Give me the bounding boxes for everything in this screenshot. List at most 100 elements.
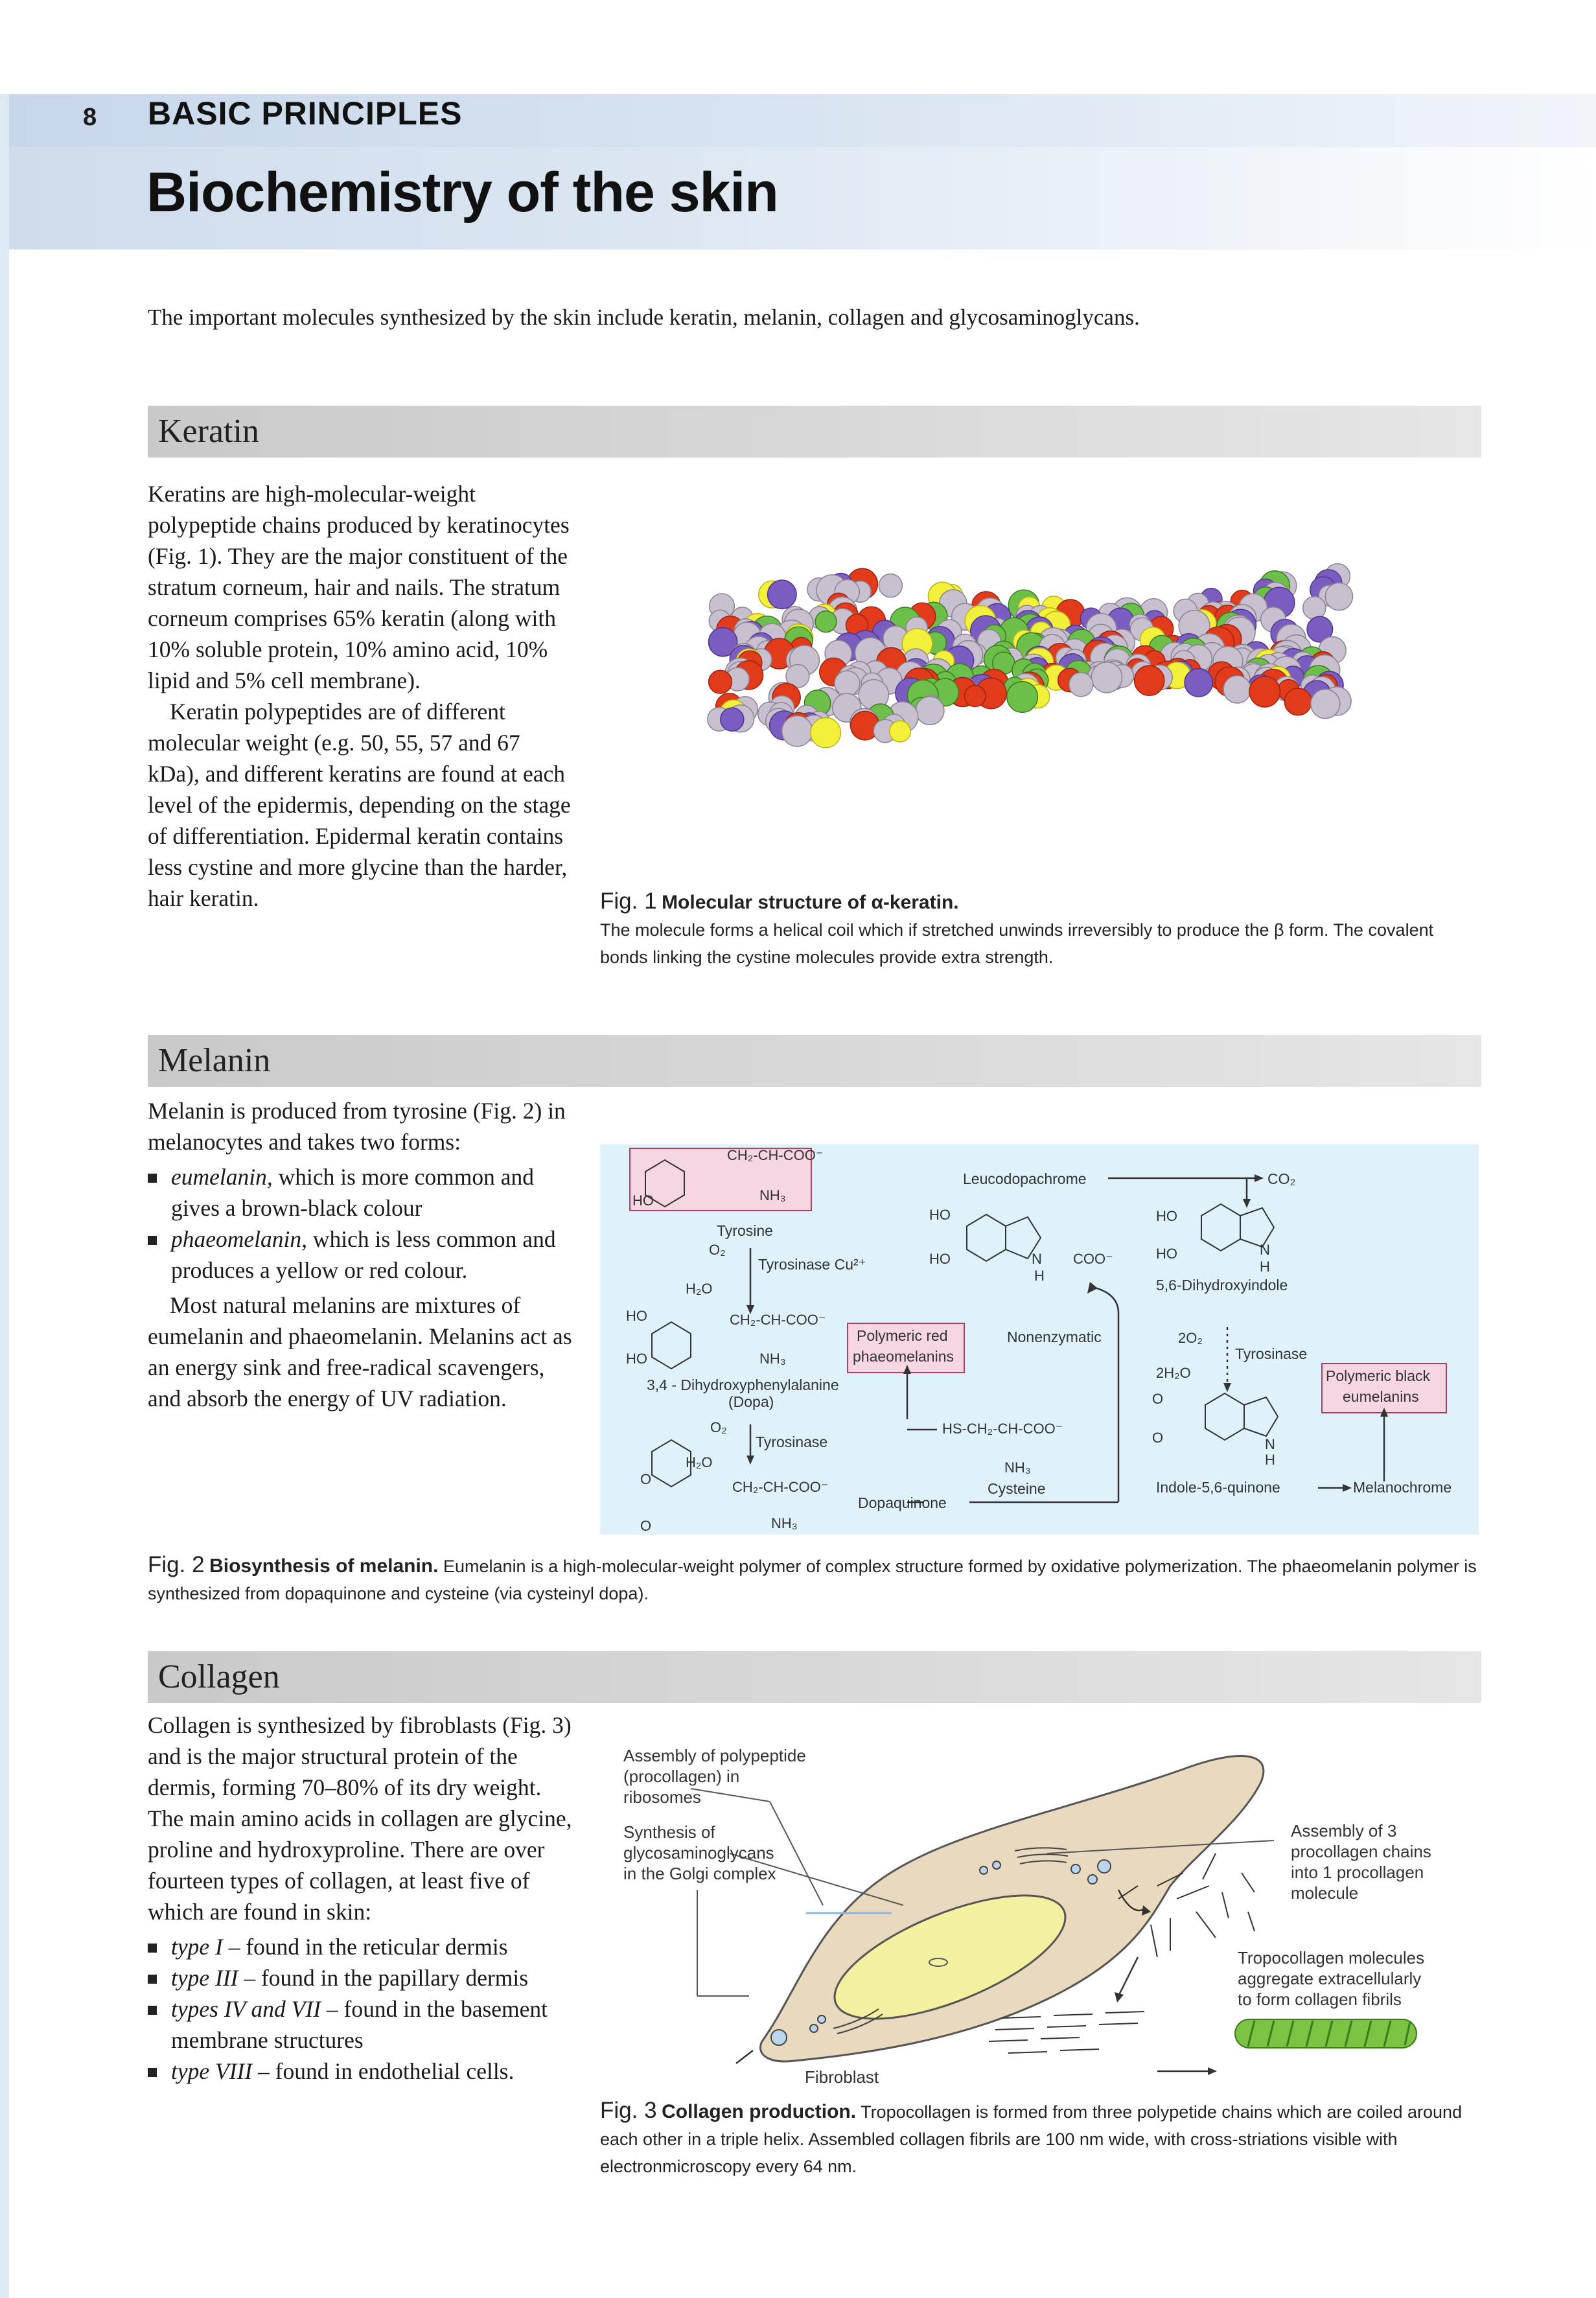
melanin-section-bar: Melanin bbox=[148, 1035, 1481, 1087]
label-tyrosinase-3: Tyrosinase bbox=[1235, 1345, 1308, 1362]
bullet-term: types IV and VII bbox=[171, 1996, 321, 2022]
collagen-body: Collagen is synthesized by fibroblasts (… bbox=[148, 1710, 575, 2087]
fig1-label: Fig. 1 bbox=[600, 888, 657, 914]
nucleolus bbox=[929, 1958, 948, 1967]
fig1-title: Molecular structure of α-keratin. bbox=[662, 892, 959, 913]
keratin-body: Keratins are high-molecular-weight polyp… bbox=[148, 478, 575, 914]
page-number: 8 bbox=[83, 104, 97, 131]
tyrosine-nh3: NH₃ bbox=[759, 1187, 786, 1203]
label-polymeric-red: Polymeric red bbox=[857, 1327, 948, 1344]
header-top-band bbox=[0, 94, 1596, 147]
bullet-square-icon bbox=[148, 1944, 157, 1953]
atom bbox=[888, 720, 912, 743]
melanin-para-2: Most natural melanins are mixtures of eu… bbox=[148, 1292, 572, 1411]
label-assembly-poly-3: ribosomes bbox=[623, 1787, 701, 1807]
atom bbox=[720, 707, 745, 732]
keratin-molecule-illustration bbox=[707, 563, 1354, 749]
tyrosine-box bbox=[629, 1148, 812, 1211]
atom bbox=[708, 627, 738, 657]
atom bbox=[781, 715, 813, 747]
leuco-coo: COO⁻ bbox=[1073, 1251, 1113, 1267]
collagen-diagram: Assembly of polypeptide (procollagen) in… bbox=[600, 1724, 1481, 2087]
label-assembly3-4: molecule bbox=[1291, 1883, 1359, 1903]
label-co2: CO₂ bbox=[1267, 1170, 1296, 1187]
tyrosine-formula: CH₂-CH-COO⁻ bbox=[727, 1147, 824, 1163]
label-assembly-poly-1: Assembly of polypeptide bbox=[623, 1746, 806, 1765]
bullet-square-icon bbox=[148, 2006, 157, 2015]
bullet-text: – found in the papillary dermis bbox=[238, 1965, 529, 1991]
collagen-bullet: type I – found in the reticular dermis bbox=[148, 1931, 575, 1962]
dopaquinone-o-1: O bbox=[640, 1471, 652, 1487]
intro-text: The important molecules synthesized by t… bbox=[148, 305, 1140, 330]
label-polymeric-black: Polymeric black bbox=[1326, 1367, 1431, 1384]
collagen-bullet: type VIII – found in endothelial cells. bbox=[148, 2056, 575, 2087]
arrowhead-icon bbox=[1380, 1408, 1388, 1417]
keratin-section-bar: Keratin bbox=[148, 406, 1481, 458]
bullet-term: type III bbox=[171, 1965, 238, 1991]
label-phaeomelanins: phaeomelanins bbox=[853, 1348, 954, 1365]
label-indolequinone: Indole-5,6-quinone bbox=[1156, 1479, 1280, 1496]
leader-line-assembly bbox=[1047, 1840, 1275, 1854]
ring-dihydroxyindole-2 bbox=[1240, 1207, 1275, 1248]
tropocollagen-molecules bbox=[1118, 1853, 1255, 1958]
bullet-square-icon bbox=[148, 2068, 157, 2077]
arrowhead-icon bbox=[1255, 1174, 1264, 1182]
melanin-diagram-drawing bbox=[629, 1148, 1447, 1503]
iq-o-1: O bbox=[1152, 1391, 1164, 1407]
atom bbox=[1284, 688, 1312, 716]
label-dihydroxyindole: 5,6-Dihydroxyindole bbox=[1156, 1277, 1288, 1294]
label-assembly3-2: procollagen chains bbox=[1291, 1842, 1431, 1861]
page-title: Biochemistry of the skin bbox=[146, 161, 779, 224]
bullet-text: which is more common and gives a brown-b… bbox=[171, 1164, 535, 1221]
fig1-caption-text: The molecule forms a helical coil which … bbox=[600, 920, 1434, 967]
leuco-ho-2: HO bbox=[929, 1251, 951, 1267]
collagen-fibril bbox=[1234, 2019, 1417, 2048]
melanin-bullet-eumelanin: eumelanin, which is more common and give… bbox=[148, 1161, 575, 1224]
bullet-text: – found in the reticular dermis bbox=[222, 1934, 508, 1960]
atom bbox=[1249, 675, 1281, 708]
atom bbox=[810, 717, 842, 749]
ring-leucodopachrome-2 bbox=[1005, 1216, 1042, 1260]
arrowhead-icon bbox=[1208, 2067, 1217, 2075]
label-dopa-short: (Dopa) bbox=[728, 1393, 774, 1410]
bullet-square-icon bbox=[148, 1236, 157, 1245]
fibril-striations bbox=[1247, 2020, 1411, 2047]
collagen-para-1: Collagen is synthesized by fibroblasts (… bbox=[148, 1712, 572, 1925]
label-tropo-2: aggregate extracellularly bbox=[1238, 1969, 1422, 1988]
leader-line-golgi bbox=[729, 1853, 904, 1906]
iq-o-2: O bbox=[1152, 1430, 1164, 1446]
cysteine-formula: HS-CH₂-CH-COO⁻ bbox=[942, 1421, 1063, 1437]
dopa-nh3: NH₃ bbox=[759, 1351, 786, 1367]
label-dopa: 3,4 - Dihydroxyphenylalanine bbox=[647, 1376, 839, 1393]
arrowhead-icon bbox=[1115, 1992, 1124, 2002]
iq-n: N bbox=[1265, 1436, 1275, 1452]
bullet-term: eumelanin, bbox=[171, 1164, 273, 1190]
ring-indolequinone bbox=[1205, 1392, 1245, 1441]
atom bbox=[815, 610, 837, 633]
fibroblast-drawing bbox=[690, 1755, 1417, 2075]
atom bbox=[1302, 596, 1326, 620]
arrowhead-icon bbox=[746, 1456, 754, 1465]
atom bbox=[1133, 665, 1165, 696]
atom bbox=[915, 695, 945, 726]
arrowhead-icon bbox=[746, 1305, 754, 1314]
arrow-nonenzymatic-curve bbox=[1092, 1286, 1120, 1314]
leader-line-ribosomes-2 bbox=[769, 1801, 824, 1906]
atom bbox=[1091, 661, 1123, 693]
bullet-text: which is less common and produces a yell… bbox=[171, 1226, 556, 1283]
dopaquinone-formula: CH₂-CH-COO⁻ bbox=[732, 1479, 829, 1495]
label-2o2: 2O₂ bbox=[1178, 1330, 1203, 1346]
fig2-caption: Fig. 2 Biosynthesis of melanin. Eumelani… bbox=[148, 1551, 1483, 1607]
process-arrows bbox=[735, 1889, 1209, 2072]
label-h2o-1: H₂O bbox=[686, 1281, 713, 1297]
arrowhead-icon bbox=[903, 1365, 911, 1374]
section-label: BASIC PRINCIPLES bbox=[148, 95, 463, 132]
melanin-bullet-phaeomelanin: phaeomelanin, which is less common and p… bbox=[148, 1224, 575, 1286]
label-tropo-3: to form collagen fibrils bbox=[1238, 1990, 1402, 2009]
atom bbox=[785, 664, 810, 688]
arrowheads bbox=[1115, 1905, 1217, 2075]
leuco-h: H bbox=[1034, 1268, 1045, 1284]
atom bbox=[1324, 582, 1354, 611]
bullet-term: type I bbox=[171, 1934, 223, 1960]
atom bbox=[834, 670, 861, 697]
